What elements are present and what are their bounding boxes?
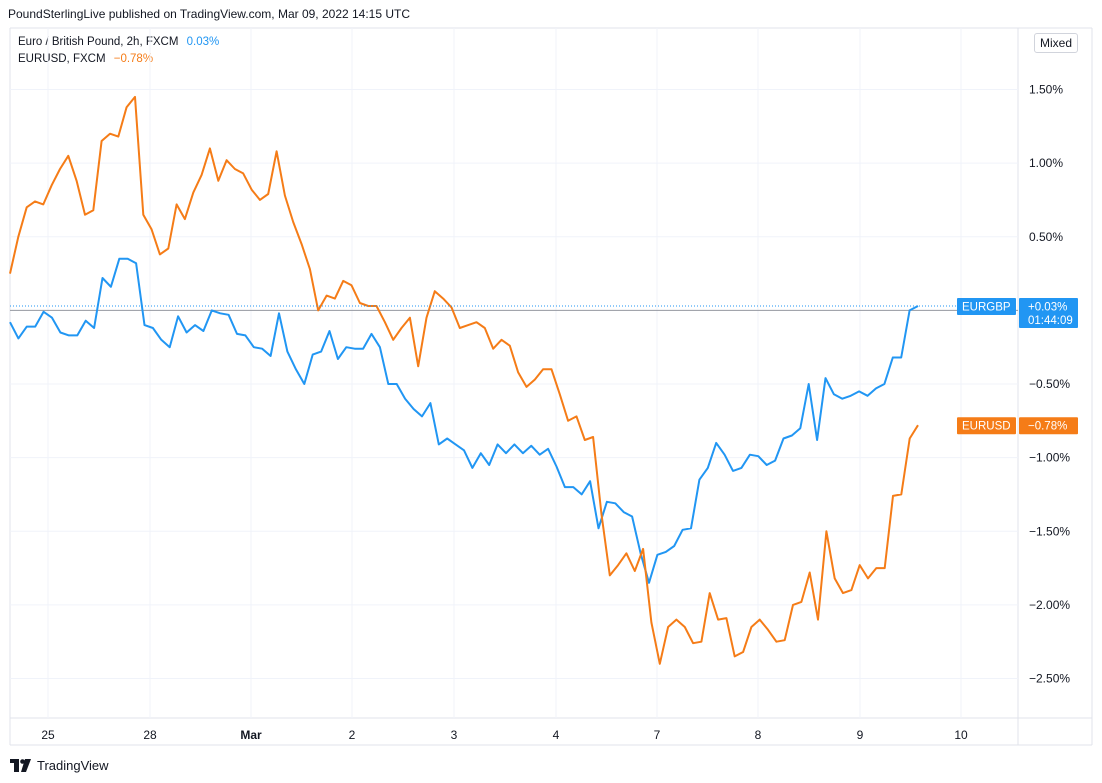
series-line-eurgbp [9, 257, 919, 584]
price-scale-tag-value: +0.03% [1028, 301, 1067, 313]
tradingview-footer[interactable]: TradingView [10, 758, 109, 773]
bar-countdown: 01:44:09 [1028, 315, 1073, 327]
y-tick-label: 0.50% [1029, 230, 1063, 244]
y-tick-label: −1.50% [1029, 524, 1070, 538]
y-tick-label: −2.50% [1029, 672, 1070, 686]
x-tick-label: 28 [143, 728, 157, 742]
x-tick-label: 10 [954, 728, 968, 742]
x-tick-label: 8 [755, 728, 762, 742]
price-scale-tag-value: −0.78% [1028, 421, 1067, 433]
y-tick-label: −2.00% [1029, 598, 1070, 612]
series-name-tag [957, 297, 1016, 315]
x-tick-label: 3 [451, 728, 458, 742]
y-tick-label: −1.00% [1029, 451, 1070, 465]
series-name-tag-label: EURGBP [962, 301, 1011, 313]
y-tick-label: −0.50% [1029, 377, 1070, 391]
publisher-header: PoundSterlingLive published on TradingVi… [8, 7, 411, 21]
x-tick-label: 2 [349, 728, 356, 742]
legend-series-name: EURUSD, FXCM [18, 53, 106, 65]
price-scale-tag [1019, 297, 1078, 328]
legend-series-change: 0.03% [186, 36, 220, 48]
legend-row-eurusd[interactable]: EURUSD, FXCM −0.78% [18, 51, 219, 68]
tradingview-logo-icon [10, 759, 31, 772]
series-name-tag-label: EURUSD [962, 421, 1011, 433]
series-name-tag [957, 417, 1016, 435]
x-tick-label: 25 [41, 728, 55, 742]
price-scale-tag [1019, 417, 1078, 435]
legend-series-name: Euro / British Pound, 2h, FXCM [18, 36, 179, 48]
tradingview-brand: TradingView [37, 758, 109, 773]
x-tick-label: Mar [240, 728, 262, 742]
x-tick-label: 4 [553, 728, 560, 742]
chart-legend: Euro / British Pound, 2h, FXCM 0.03% EUR… [18, 34, 219, 68]
y-tick-label: 1.50% [1029, 83, 1063, 97]
scale-mode-button[interactable]: Mixed [1034, 33, 1078, 53]
x-tick-label: 9 [857, 728, 864, 742]
y-tick-label: 1.00% [1029, 156, 1063, 170]
x-tick-label: 7 [654, 728, 661, 742]
legend-series-change: −0.78% [113, 53, 154, 65]
series-line-eurusd [9, 95, 919, 665]
legend-row-eurgbp[interactable]: Euro / British Pound, 2h, FXCM 0.03% [18, 34, 219, 51]
